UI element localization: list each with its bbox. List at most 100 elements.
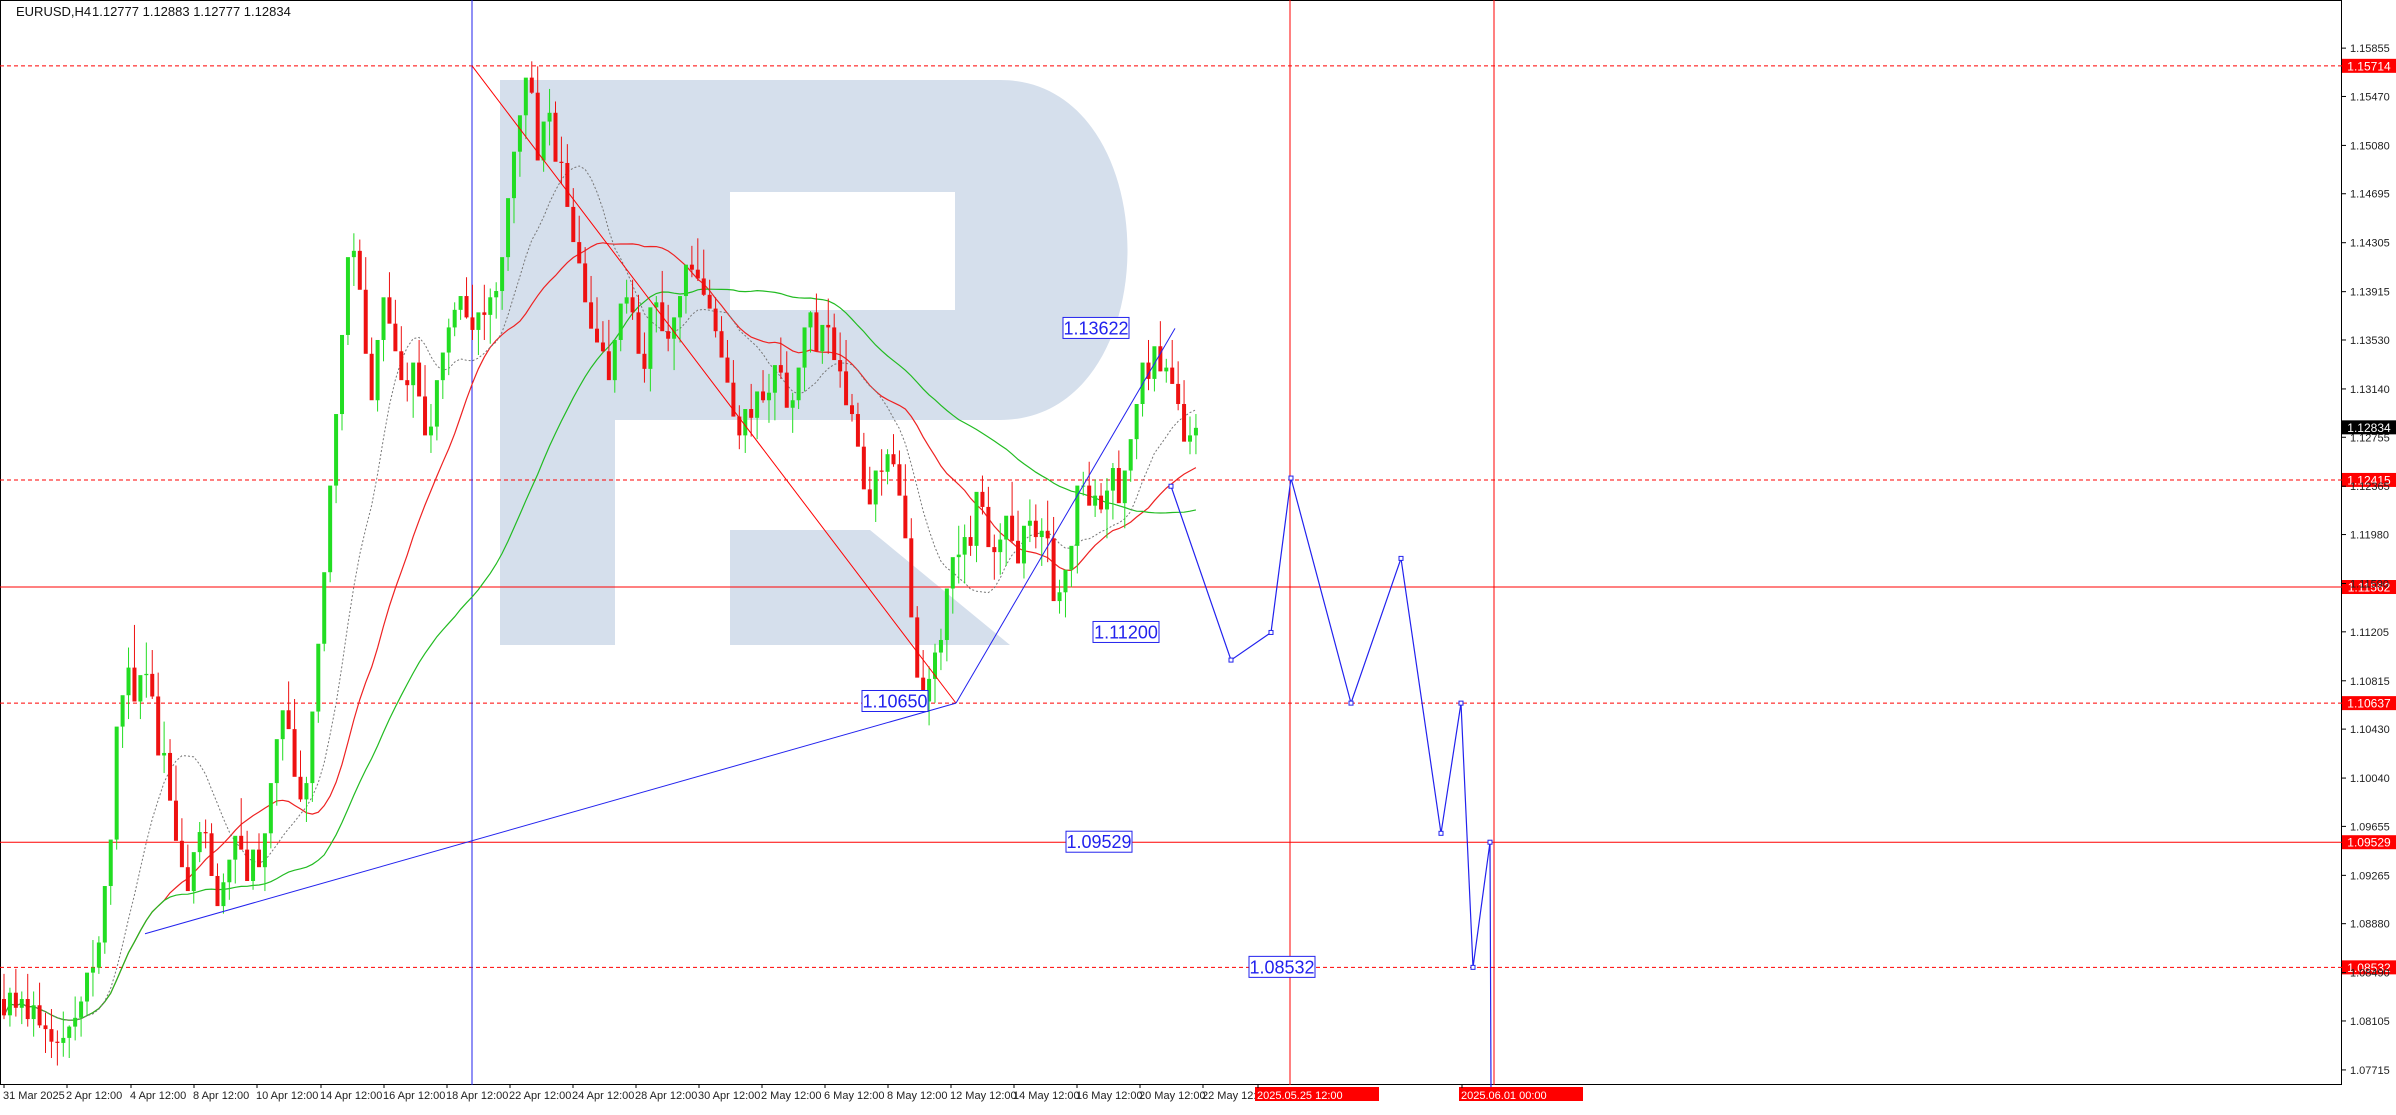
candle-body (209, 833, 214, 876)
candle-body (310, 711, 315, 784)
candle-body (239, 835, 244, 850)
x-tick-label: 18 Apr 12:00 (446, 1090, 508, 1102)
y-tick-label: 1.11205 (2350, 627, 2389, 639)
wave-line (955, 328, 1176, 704)
candle-body (897, 464, 902, 496)
candle-body (980, 491, 985, 507)
candle-body (227, 859, 232, 883)
candle-body (126, 667, 131, 696)
forecast-path (1168, 475, 1494, 1093)
y-tick-label: 1.15080 (2350, 140, 2390, 152)
candle-body (215, 875, 220, 907)
x-tick-label: 20 May 12:00 (1139, 1090, 1206, 1102)
y-tick-label: 1.13530 (2350, 335, 2390, 347)
candle-body (725, 357, 730, 383)
candle-body (452, 309, 457, 328)
candle-body (357, 250, 362, 290)
candle-body (73, 1017, 78, 1027)
wave-lines (144, 65, 1176, 935)
candle-body (844, 371, 849, 406)
candle-body (393, 323, 398, 352)
level-tag-text: 1.09529 (2347, 836, 2391, 850)
candle-body (156, 696, 161, 756)
candle-body (476, 312, 481, 330)
candle-body (482, 312, 487, 315)
forecast-label-box (1062, 316, 1130, 339)
level-tag-text: 1.15714 (2347, 59, 2391, 73)
candle-body (340, 334, 345, 415)
candle-body (1033, 520, 1038, 538)
wave-line (144, 702, 957, 935)
candle-body (950, 557, 955, 589)
candle-body (583, 263, 588, 303)
candle-body (1122, 470, 1127, 504)
y-tick-label: 1.09265 (2350, 870, 2390, 882)
candle-body (440, 352, 445, 381)
candle-body (387, 297, 392, 324)
candle-body (411, 362, 416, 386)
x-tick-label: 2 May 12:00 (761, 1090, 822, 1102)
candle-body (334, 414, 339, 486)
forecast-node (1288, 475, 1294, 481)
candle-body (1051, 538, 1056, 602)
candle-body (731, 382, 736, 417)
x-tick-label: 2 Apr 12:00 (66, 1090, 122, 1102)
forecast-labels: 1.13622 1.11200 1.10650 1.09529 1.08532 (861, 316, 1316, 978)
candle-body (268, 783, 273, 834)
level-tag (2342, 472, 2396, 487)
candle-body (796, 367, 801, 401)
level-tag (2342, 58, 2396, 73)
candle-body (672, 317, 677, 339)
candle-body (624, 297, 629, 304)
candle-body (778, 365, 783, 373)
x-tick-label: 24 Apr 12:00 (572, 1090, 634, 1102)
y-tick-label: 1.07715 (2350, 1065, 2390, 1077)
x-tick-label: 14 Apr 12:00 (320, 1090, 382, 1102)
candle-body (90, 967, 95, 973)
candle-body (968, 537, 973, 546)
candle-body (464, 296, 469, 318)
forecast-label-text: 1.09529 (1066, 832, 1131, 852)
candle-body (683, 264, 688, 297)
candle-body (903, 495, 908, 539)
candle-body (428, 426, 433, 436)
candle-body (256, 849, 261, 868)
candle-body (19, 998, 24, 1008)
candle-body (43, 1025, 48, 1030)
candle-body (589, 302, 594, 329)
y-tick-label: 1.14695 (2350, 189, 2390, 201)
x-tick-label: 22 Apr 12:00 (509, 1090, 571, 1102)
x-tick-label: 2025.06.01 00:00 (1461, 1090, 1547, 1102)
candle-body (547, 112, 552, 122)
candle-body (802, 327, 807, 368)
candle-body (67, 1026, 72, 1038)
candle-body (132, 667, 137, 702)
forecast-node (1470, 964, 1476, 970)
candle-body (168, 752, 173, 801)
forecast-node (1348, 700, 1354, 706)
forecast-node (1398, 555, 1404, 561)
candle-body (838, 360, 843, 372)
level-tag-text: 1.11562 (2348, 581, 2391, 595)
candle-body (701, 278, 706, 295)
y-tick-label: 1.12755 (2350, 432, 2390, 444)
y-tick-label: 1.13140 (2350, 384, 2390, 396)
forecast-label-text: 1.10650 (862, 691, 927, 711)
candle-body (820, 324, 825, 352)
candle-body (832, 327, 837, 361)
candle-body (755, 391, 760, 418)
candle-body (737, 416, 742, 436)
candle-body (417, 362, 422, 397)
candle-body (1182, 404, 1187, 442)
candle-body (511, 151, 516, 199)
candle-body (150, 673, 155, 697)
candle-body (606, 351, 611, 381)
candle-body (678, 296, 683, 318)
candle-body (529, 77, 534, 93)
candle-body (280, 710, 285, 740)
candle-body (523, 77, 528, 116)
candle-body (173, 800, 178, 841)
candle-body (956, 554, 961, 558)
y-tick-label: 1.08490 (2350, 968, 2390, 980)
y-tick-label: 1.11590 (2350, 579, 2389, 591)
